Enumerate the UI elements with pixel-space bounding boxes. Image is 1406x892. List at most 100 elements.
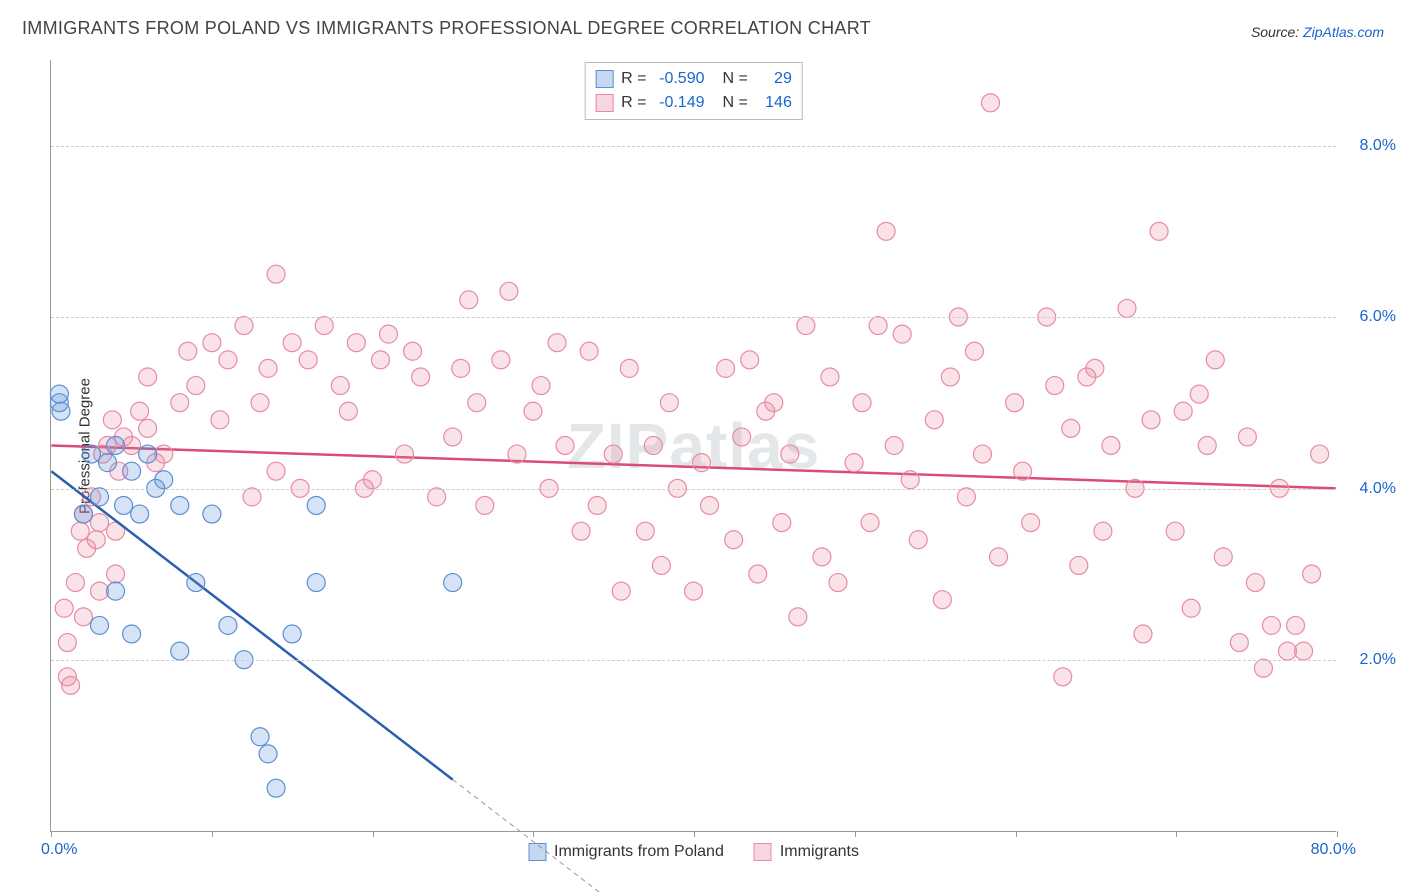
data-point: [267, 462, 285, 480]
data-point: [1022, 514, 1040, 532]
x-tick: [1337, 831, 1338, 837]
x-tick: [51, 831, 52, 837]
source-credit: Source: ZipAtlas.com: [1251, 24, 1384, 40]
data-point: [107, 582, 125, 600]
data-point: [1094, 522, 1112, 540]
data-point: [893, 325, 911, 343]
x-tick: [855, 831, 856, 837]
data-point: [339, 402, 357, 420]
data-point: [1198, 437, 1216, 455]
data-point: [74, 505, 92, 523]
data-point: [1287, 616, 1305, 634]
data-point: [885, 437, 903, 455]
data-point: [973, 445, 991, 463]
data-point: [307, 574, 325, 592]
data-point: [508, 445, 526, 463]
data-point: [251, 728, 269, 746]
data-point: [813, 548, 831, 566]
data-point: [990, 548, 1008, 566]
legend-label: Immigrants: [780, 843, 859, 861]
data-point: [412, 368, 430, 386]
x-tick: [1016, 831, 1017, 837]
data-point: [243, 488, 261, 506]
data-point: [869, 317, 887, 335]
data-point: [757, 402, 775, 420]
data-point: [644, 437, 662, 455]
data-point: [50, 385, 68, 403]
data-point: [1014, 462, 1032, 480]
data-point: [91, 488, 109, 506]
data-point: [1182, 599, 1200, 617]
data-point: [717, 359, 735, 377]
source-link[interactable]: ZipAtlas.com: [1303, 24, 1384, 40]
y-tick-label: 4.0%: [1346, 480, 1396, 498]
data-point: [556, 437, 574, 455]
data-point: [781, 445, 799, 463]
x-tick: [212, 831, 213, 837]
scatter-svg: [51, 60, 1336, 831]
legend-swatch: [528, 843, 546, 861]
data-point: [725, 531, 743, 549]
legend-swatch: [754, 843, 772, 861]
legend-label: Immigrants from Poland: [554, 843, 724, 861]
data-point: [636, 522, 654, 540]
data-point: [1279, 642, 1297, 660]
data-point: [845, 454, 863, 472]
data-point: [58, 634, 76, 652]
data-point: [171, 394, 189, 412]
data-point: [604, 445, 622, 463]
data-point: [1174, 402, 1192, 420]
data-point: [1062, 419, 1080, 437]
data-point: [139, 368, 157, 386]
data-point: [965, 342, 983, 360]
data-point: [1150, 222, 1168, 240]
data-point: [532, 377, 550, 395]
y-tick-label: 6.0%: [1346, 308, 1396, 326]
data-point: [660, 394, 678, 412]
chart-title: IMMIGRANTS FROM POLAND VS IMMIGRANTS PRO…: [22, 18, 871, 39]
data-point: [171, 496, 189, 514]
data-point: [957, 488, 975, 506]
data-point: [652, 556, 670, 574]
data-point: [1295, 642, 1313, 660]
data-point: [219, 351, 237, 369]
data-point: [267, 779, 285, 797]
data-point: [404, 342, 422, 360]
data-point: [548, 334, 566, 352]
data-point: [315, 317, 333, 335]
data-point: [123, 625, 141, 643]
data-point: [115, 496, 133, 514]
data-point: [789, 608, 807, 626]
data-point: [55, 599, 73, 617]
data-point: [452, 359, 470, 377]
data-point: [91, 616, 109, 634]
data-point: [283, 625, 301, 643]
data-point: [379, 325, 397, 343]
data-point: [74, 608, 92, 626]
data-point: [211, 411, 229, 429]
legend-item: Immigrants from Poland: [528, 843, 724, 861]
data-point: [139, 419, 157, 437]
data-point: [103, 411, 121, 429]
data-point: [773, 514, 791, 532]
data-point: [1262, 616, 1280, 634]
data-point: [500, 282, 518, 300]
data-point: [396, 445, 414, 463]
data-point: [299, 351, 317, 369]
data-point: [187, 574, 205, 592]
data-point: [203, 505, 221, 523]
data-point: [155, 445, 173, 463]
data-point: [235, 317, 253, 335]
source-prefix: Source:: [1251, 24, 1303, 40]
data-point: [1214, 548, 1232, 566]
data-point: [71, 522, 89, 540]
data-point: [428, 488, 446, 506]
data-point: [612, 582, 630, 600]
x-axis-max-label: 80.0%: [1311, 841, 1356, 859]
data-point: [1166, 522, 1184, 540]
data-point: [861, 514, 879, 532]
data-point: [1102, 437, 1120, 455]
data-point: [371, 351, 389, 369]
data-point: [572, 522, 590, 540]
data-point: [331, 377, 349, 395]
